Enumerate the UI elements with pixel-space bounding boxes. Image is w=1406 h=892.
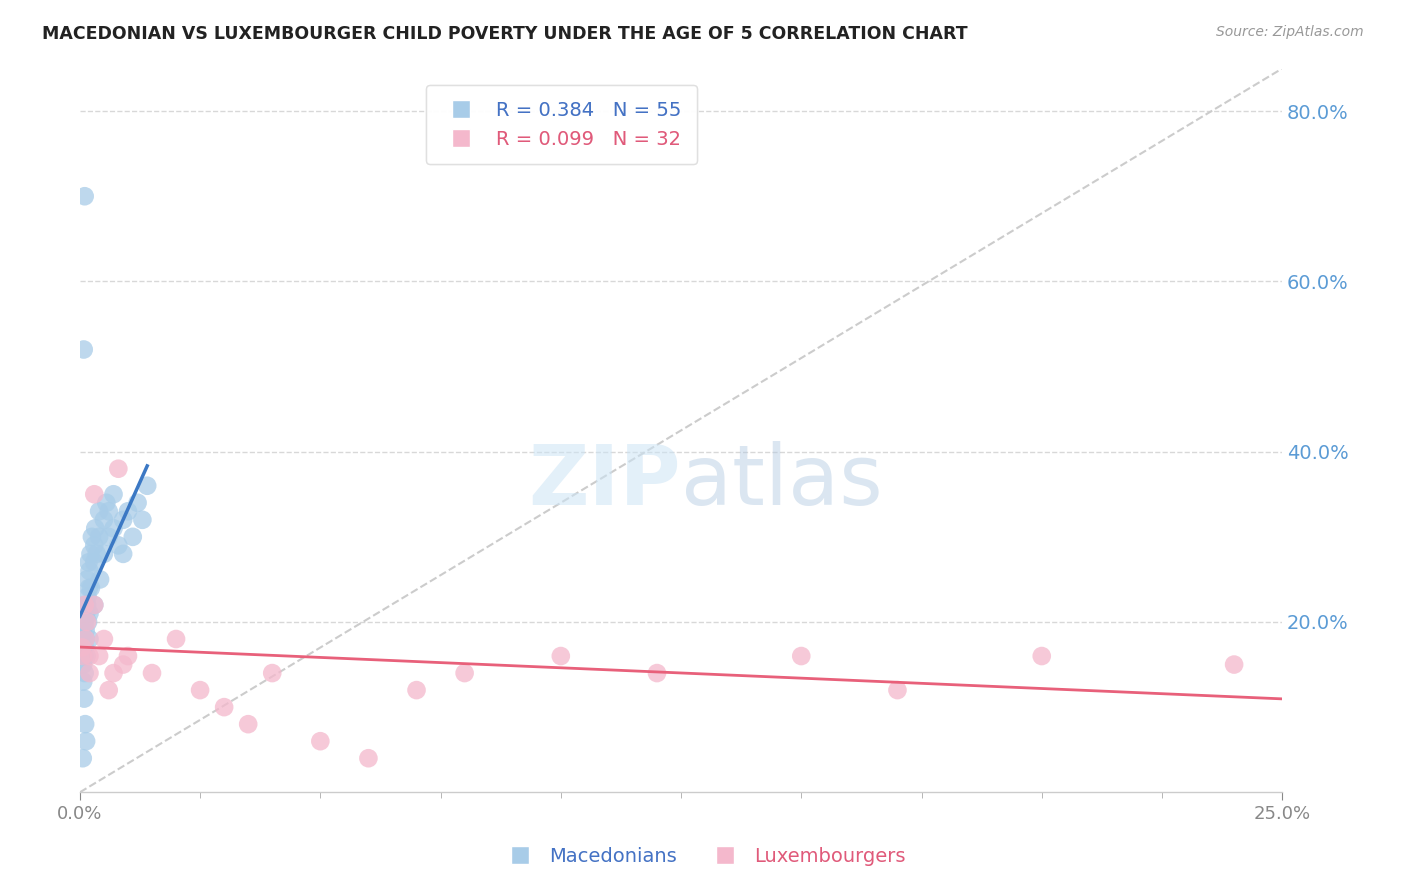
Point (73, 598, 96, 612)
Point (550, 648, 572, 663)
Point (121, 530, 143, 544)
Point (87, 648, 110, 663)
Point (73, 691, 96, 706)
Point (77, 615, 100, 629)
Point (83, 487, 105, 501)
Point (83, 598, 105, 612)
Point (127, 496, 149, 510)
Point (75, 607, 97, 621)
Point (165, 632, 187, 646)
Point (73, 615, 96, 629)
Point (75, 632, 97, 646)
Point (103, 666, 125, 681)
Point (97, 530, 120, 544)
Point (73, 666, 96, 681)
Point (87, 530, 110, 544)
Text: atlas: atlas (681, 441, 883, 522)
Point (645, 666, 668, 681)
Point (136, 479, 159, 493)
Point (886, 683, 908, 698)
Point (76, 573, 98, 587)
Point (107, 538, 129, 552)
Point (117, 504, 139, 518)
Point (97, 504, 120, 518)
Point (79, 666, 101, 681)
Point (73, 598, 96, 612)
Point (262, 666, 284, 681)
Point (112, 547, 135, 561)
Point (73, 640, 96, 655)
Point (72, 674, 94, 689)
Point (107, 461, 129, 475)
Point (75, 624, 97, 638)
Text: ZIP: ZIP (529, 441, 681, 522)
Point (79, 607, 101, 621)
Point (72, 657, 94, 672)
Point (76, 615, 98, 629)
Point (79, 547, 101, 561)
Point (103, 521, 125, 535)
Point (87, 504, 110, 518)
Legend: R = 0.384   N = 55, R = 0.099   N = 32: R = 0.384 N = 55, R = 0.099 N = 32 (426, 86, 697, 164)
Point (103, 487, 125, 501)
Point (96, 496, 118, 510)
Point (79, 564, 101, 578)
Text: MACEDONIAN VS LUXEMBOURGER CHILD POVERTY UNDER THE AGE OF 5 CORRELATION CHART: MACEDONIAN VS LUXEMBOURGER CHILD POVERTY… (42, 25, 967, 43)
Point (79, 632, 101, 646)
Text: Source: ZipAtlas.com: Source: ZipAtlas.com (1216, 25, 1364, 39)
Point (93, 632, 115, 646)
Point (73, 648, 96, 663)
Point (97, 683, 120, 698)
Point (72, 751, 94, 765)
Point (72, 640, 94, 655)
Point (76, 598, 98, 612)
Point (75, 632, 97, 646)
Point (112, 513, 135, 527)
Point (131, 513, 153, 527)
Point (72, 640, 94, 655)
Point (117, 648, 139, 663)
Point (83, 555, 105, 569)
Point (76, 648, 98, 663)
Point (141, 666, 163, 681)
Point (86, 547, 108, 561)
Point (83, 538, 105, 552)
Point (89, 573, 111, 587)
Point (80, 581, 103, 595)
Point (357, 751, 380, 765)
Point (238, 717, 260, 731)
Point (72, 624, 94, 638)
Point (76, 590, 98, 604)
Point (1223, 657, 1246, 672)
Legend: Macedonians, Luxembourgers: Macedonians, Luxembourgers (492, 838, 914, 873)
Point (75, 717, 97, 731)
Point (73, 343, 96, 357)
Point (790, 648, 813, 663)
Point (72, 648, 94, 663)
Point (188, 683, 211, 698)
Point (453, 666, 475, 681)
Point (212, 700, 235, 714)
Point (112, 657, 135, 672)
Point (84, 521, 107, 535)
Point (77, 555, 100, 569)
Point (79, 648, 101, 663)
Point (83, 598, 105, 612)
Point (73, 189, 96, 203)
Point (1031, 648, 1053, 663)
Point (93, 513, 115, 527)
Point (80, 530, 103, 544)
Point (73, 632, 96, 646)
Point (405, 683, 427, 698)
Point (75, 734, 97, 748)
Point (77, 581, 100, 595)
Point (93, 547, 115, 561)
Point (309, 734, 332, 748)
